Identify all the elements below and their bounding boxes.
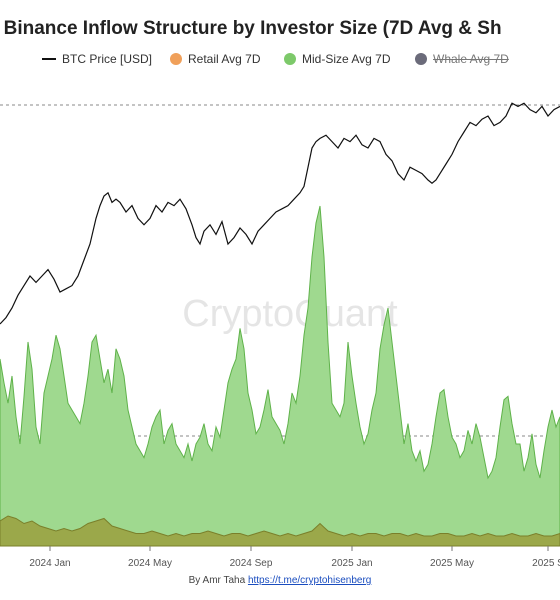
watermark: CryptoQuant — [182, 293, 398, 335]
whale-swatch — [415, 53, 427, 65]
legend-item-mid-size[interactable]: Mid-Size Avg 7D — [284, 52, 390, 66]
legend-item-whale[interactable]: Whale Avg 7D — [415, 52, 509, 66]
chart-title: ] Binance Inflow Structure by Investor S… — [0, 18, 502, 39]
line-series — [0, 102, 560, 325]
x-tick-label: 2025 May — [430, 558, 474, 569]
x-tick-label: 2025 Jan — [331, 558, 372, 569]
legend-label: BTC Price [USD] — [62, 52, 153, 66]
credit-author: By Amr Taha — [188, 575, 248, 586]
area-series — [0, 205, 560, 547]
legend-item-btc-price[interactable]: BTC Price [USD] — [42, 52, 152, 66]
legend-label: Mid-Size Avg 7D — [302, 52, 391, 66]
retail-swatch — [170, 53, 182, 65]
x-tick-label: 2024 May — [128, 558, 172, 569]
credit: By Amr Taha https://t.me/cryptohisenberg — [0, 575, 560, 586]
x-axis: 2024 Jan 2024 May 2024 Sep 2025 Jan 2025 May… — [29, 546, 560, 569]
x-tick-label: 2025 S — [532, 558, 560, 569]
legend-item-retail[interactable]: Retail Avg 7D — [170, 52, 261, 66]
mid-size-swatch — [284, 53, 296, 65]
x-tick-label: 2024 Jan — [29, 558, 70, 569]
mid-size-area — [0, 205, 560, 547]
legend: BTC Price [USD] Retail Avg 7D Mid-Size A… — [0, 52, 560, 70]
legend-label: Whale Avg 7D — [433, 52, 509, 66]
x-tick-label: 2024 Sep — [230, 558, 273, 569]
retail-area — [0, 515, 560, 547]
credit-link[interactable]: https://t.me/cryptohisenberg — [247, 575, 372, 586]
legend-label: Retail Avg 7D — [188, 52, 261, 66]
btc-price-line — [0, 102, 560, 325]
btc-line-swatch — [42, 58, 56, 60]
